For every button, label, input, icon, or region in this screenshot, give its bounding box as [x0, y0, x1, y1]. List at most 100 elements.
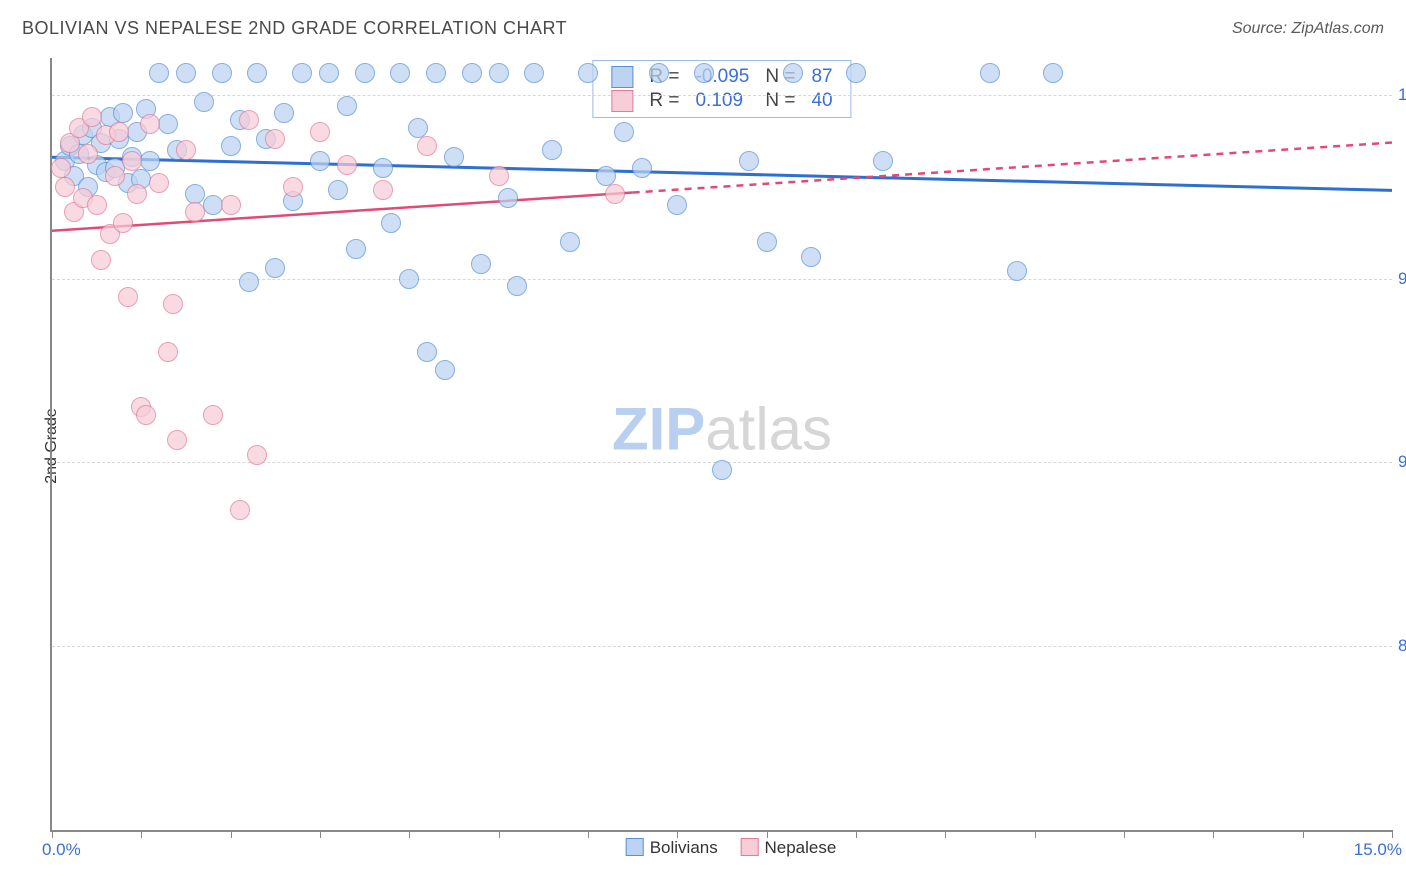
- data-point: [185, 184, 205, 204]
- data-point: [149, 63, 169, 83]
- x-axis-max-label: 15.0%: [1354, 840, 1402, 860]
- stats-row-nepalese: R = 0.109 N = 40: [603, 89, 840, 113]
- data-point: [712, 460, 732, 480]
- data-point: [91, 250, 111, 270]
- data-point: [87, 195, 107, 215]
- data-point: [605, 184, 625, 204]
- x-tick: [588, 830, 589, 838]
- data-point: [239, 272, 259, 292]
- swatch-bolivians: [611, 66, 633, 88]
- r-value-nepalese: 0.109: [687, 89, 757, 113]
- x-tick: [1213, 830, 1214, 838]
- data-point: [283, 177, 303, 197]
- x-tick: [1124, 830, 1125, 838]
- watermark-atlas: atlas: [705, 395, 832, 462]
- stats-row-bolivians: R = -0.095 N = 87: [603, 65, 840, 89]
- data-point: [194, 92, 214, 112]
- data-point: [1043, 63, 1063, 83]
- data-point: [426, 63, 446, 83]
- watermark-zip: ZIP: [612, 395, 705, 462]
- data-point: [801, 247, 821, 267]
- gridline: [52, 95, 1392, 96]
- source-label: Source: ZipAtlas.com: [1232, 20, 1384, 38]
- data-point: [310, 122, 330, 142]
- data-point: [109, 122, 129, 142]
- data-point: [846, 63, 866, 83]
- data-point: [230, 500, 250, 520]
- x-tick: [1035, 830, 1036, 838]
- x-tick: [767, 830, 768, 838]
- data-point: [140, 151, 160, 171]
- data-point: [694, 63, 714, 83]
- data-point: [632, 158, 652, 178]
- x-tick: [856, 830, 857, 838]
- data-point: [346, 239, 366, 259]
- data-point: [55, 177, 75, 197]
- data-point: [739, 151, 759, 171]
- data-point: [247, 63, 267, 83]
- data-point: [408, 118, 428, 138]
- data-point: [596, 166, 616, 186]
- legend-swatch-bolivians: [626, 838, 644, 856]
- x-tick: [231, 830, 232, 838]
- data-point: [176, 63, 196, 83]
- data-point: [265, 129, 285, 149]
- n-value-bolivians: 87: [803, 65, 840, 89]
- data-point: [498, 188, 518, 208]
- data-point: [507, 276, 527, 296]
- data-point: [471, 254, 491, 274]
- data-point: [373, 158, 393, 178]
- data-point: [873, 151, 893, 171]
- data-point: [292, 63, 312, 83]
- data-point: [163, 294, 183, 314]
- data-point: [122, 151, 142, 171]
- x-axis-min-label: 0.0%: [42, 840, 81, 860]
- y-tick-label: 90.0%: [1398, 452, 1406, 472]
- data-point: [113, 103, 133, 123]
- x-tick: [1303, 830, 1304, 838]
- data-point: [355, 63, 375, 83]
- data-point: [381, 213, 401, 233]
- data-point: [319, 63, 339, 83]
- x-tick: [677, 830, 678, 838]
- data-point: [310, 151, 330, 171]
- x-tick: [1392, 830, 1393, 838]
- data-point: [212, 63, 232, 83]
- data-point: [489, 166, 509, 186]
- data-point: [757, 232, 777, 252]
- series-legend: Bolivians Nepalese: [608, 838, 837, 858]
- data-point: [337, 96, 357, 116]
- data-point: [274, 103, 294, 123]
- data-point: [373, 180, 393, 200]
- data-point: [185, 202, 205, 222]
- legend-swatch-nepalese: [740, 838, 758, 856]
- data-point: [417, 136, 437, 156]
- r-label: R =: [641, 89, 687, 113]
- data-point: [560, 232, 580, 252]
- data-point: [337, 155, 357, 175]
- x-tick: [141, 830, 142, 838]
- data-point: [247, 445, 267, 465]
- legend-label-nepalese: Nepalese: [764, 838, 836, 857]
- gridline: [52, 646, 1392, 647]
- data-point: [980, 63, 1000, 83]
- x-tick: [52, 830, 53, 838]
- data-point: [578, 63, 598, 83]
- data-point: [489, 63, 509, 83]
- data-point: [82, 107, 102, 127]
- y-tick-label: 85.0%: [1398, 636, 1406, 656]
- data-point: [649, 63, 669, 83]
- chart-title: BOLIVIAN VS NEPALESE 2ND GRADE CORRELATI…: [22, 18, 567, 39]
- data-point: [542, 140, 562, 160]
- data-point: [127, 184, 147, 204]
- data-point: [417, 342, 437, 362]
- data-point: [51, 158, 71, 178]
- stats-legend: R = -0.095 N = 87 R = 0.109 N = 40: [592, 60, 851, 118]
- x-tick: [409, 830, 410, 838]
- data-point: [149, 173, 169, 193]
- legend-label-bolivians: Bolivians: [650, 838, 718, 857]
- y-tick-label: 95.0%: [1398, 269, 1406, 289]
- x-tick: [945, 830, 946, 838]
- x-tick: [499, 830, 500, 838]
- x-tick: [320, 830, 321, 838]
